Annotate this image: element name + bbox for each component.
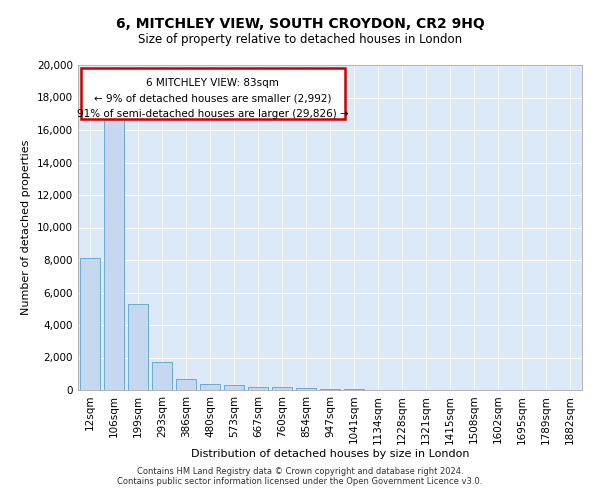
Text: Contains HM Land Registry data © Crown copyright and database right 2024.: Contains HM Land Registry data © Crown c… — [137, 467, 463, 476]
Bar — [320, 388, 340, 390]
Text: 6, MITCHLEY VIEW, SOUTH CROYDON, CR2 9HQ: 6, MITCHLEY VIEW, SOUTH CROYDON, CR2 9HQ — [116, 18, 484, 32]
Text: Contains public sector information licensed under the Open Government Licence v3: Contains public sector information licen… — [118, 477, 482, 486]
Bar — [248, 387, 268, 390]
Bar — [224, 386, 244, 390]
Bar — [104, 118, 124, 390]
Bar — [272, 387, 292, 390]
Bar — [128, 304, 148, 390]
Text: 6 MITCHLEY VIEW: 83sqm: 6 MITCHLEY VIEW: 83sqm — [146, 78, 279, 88]
Bar — [152, 362, 172, 390]
Text: ← 9% of detached houses are smaller (2,992): ← 9% of detached houses are smaller (2,9… — [94, 94, 332, 104]
Bar — [344, 389, 364, 390]
Bar — [80, 68, 345, 118]
Bar — [176, 378, 196, 390]
Text: 91% of semi-detached houses are larger (29,826) →: 91% of semi-detached houses are larger (… — [77, 109, 349, 119]
X-axis label: Distribution of detached houses by size in London: Distribution of detached houses by size … — [191, 449, 469, 459]
Bar — [80, 258, 100, 390]
Bar — [296, 388, 316, 390]
Text: Size of property relative to detached houses in London: Size of property relative to detached ho… — [138, 32, 462, 46]
Y-axis label: Number of detached properties: Number of detached properties — [22, 140, 31, 315]
Bar — [200, 384, 220, 390]
